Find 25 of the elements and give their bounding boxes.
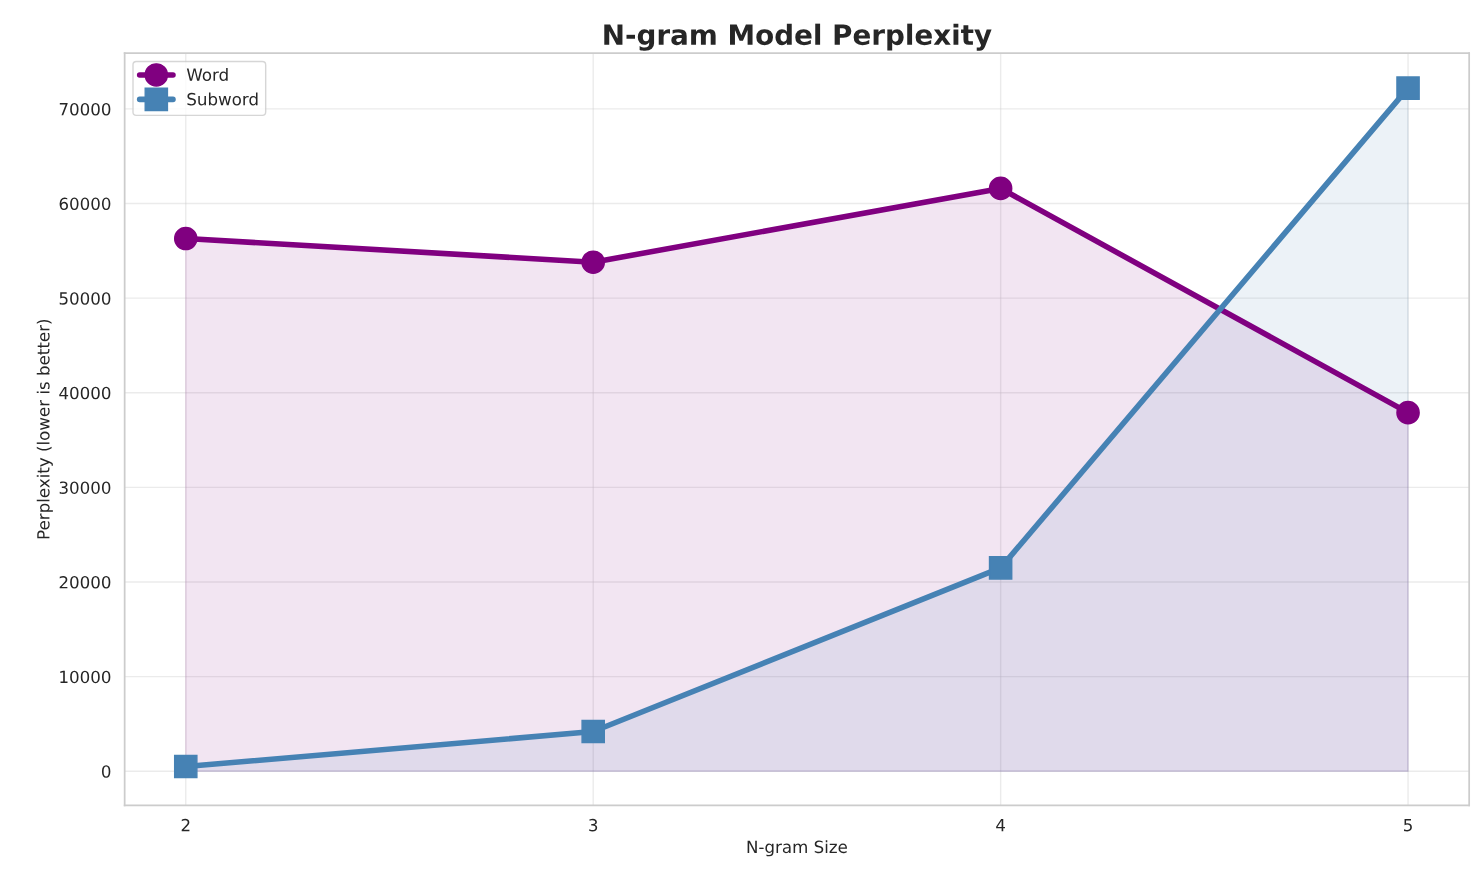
- x-tick-label: 4: [996, 819, 1005, 832]
- point: [988, 176, 1013, 201]
- y-tick-label: 70000: [59, 102, 111, 116]
- x-tick-label: 3: [589, 818, 598, 832]
- point: [581, 719, 606, 744]
- y-tick-label: 60000: [59, 197, 111, 211]
- point: [173, 754, 198, 779]
- point: [1396, 400, 1420, 425]
- y-tick-label: 30000: [59, 481, 111, 494]
- y-tick-label: 20000: [59, 576, 111, 589]
- y-tick-label: 40000: [59, 386, 111, 400]
- point: [1396, 76, 1420, 100]
- y-tick-label: 10000: [60, 670, 111, 684]
- x-tick-label: 2: [181, 818, 190, 832]
- point: [581, 250, 606, 275]
- point: [173, 226, 198, 251]
- y-tick-label: 50000: [59, 292, 111, 305]
- x-tick-label: 5: [1404, 819, 1412, 832]
- y-axis-title: Perplexity (lower is better): [36, 319, 53, 539]
- y-tick-label: 0: [101, 765, 111, 778]
- x-axis-title: N-gram Size: [747, 840, 847, 857]
- point: [988, 556, 1013, 580]
- chart-title: N-gram Model Perplexity: [604, 23, 992, 51]
- legend-label: Word: [186, 68, 228, 81]
- legend-label: Subword: [187, 92, 258, 106]
